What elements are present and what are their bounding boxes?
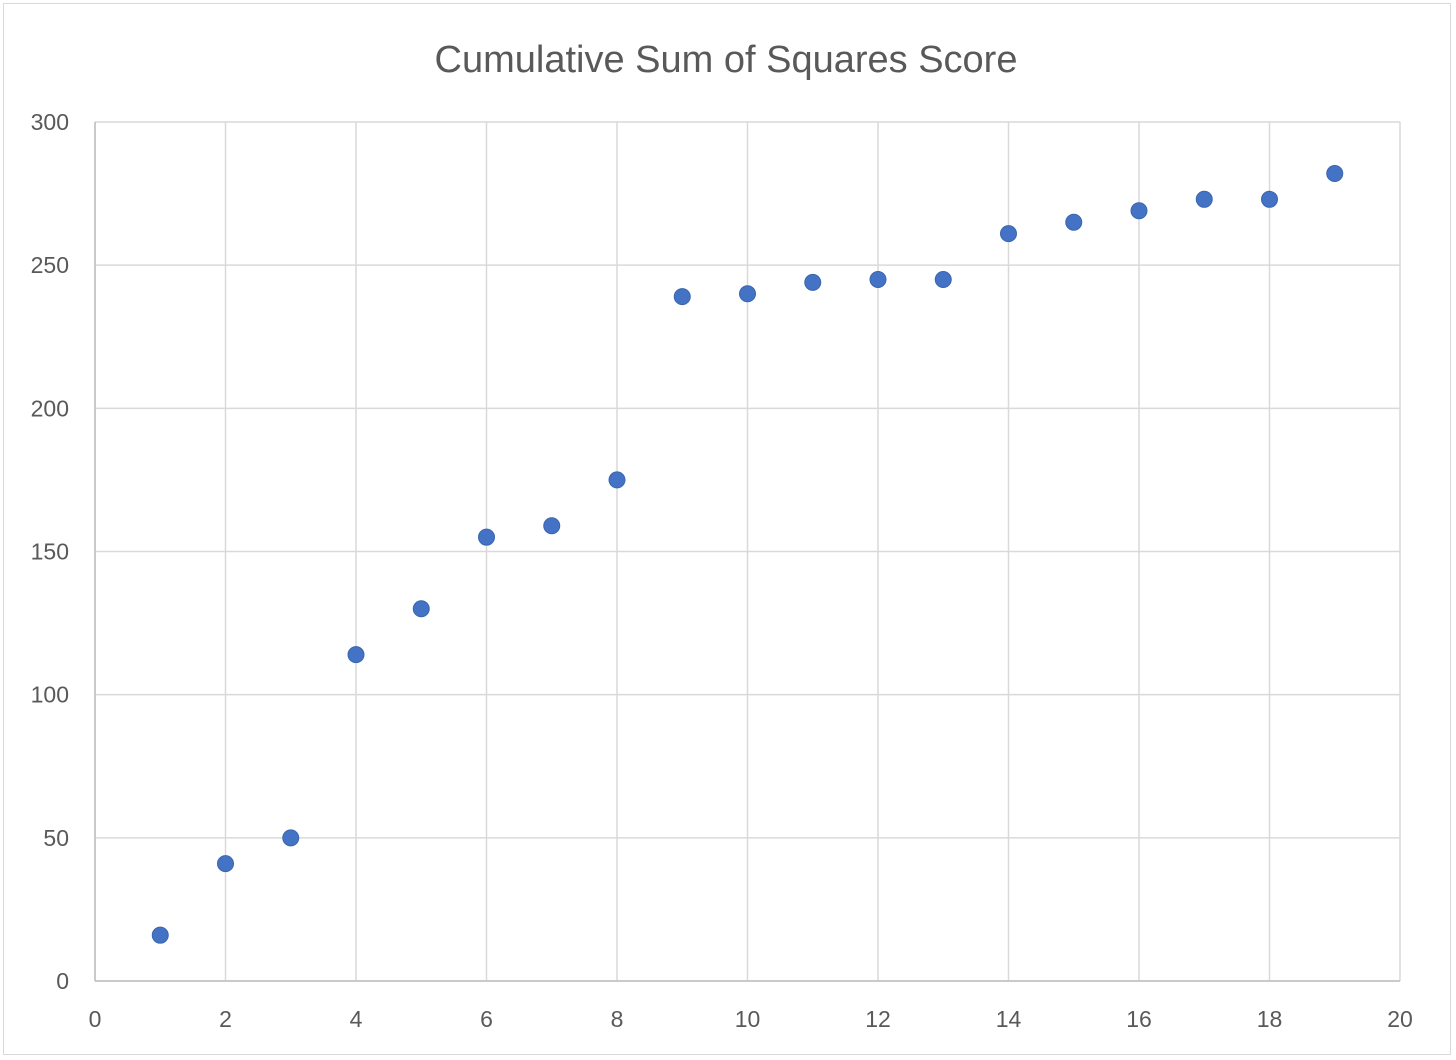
x-tick-label: 20 (1387, 1006, 1413, 1032)
data-point (1000, 225, 1017, 243)
data-point (1195, 190, 1213, 208)
y-tick-label: 300 (31, 109, 69, 135)
x-tick-label: 2 (219, 1006, 232, 1032)
data-point (543, 517, 561, 535)
y-tick-label: 250 (31, 252, 69, 278)
x-tick-label: 6 (480, 1006, 493, 1032)
data-point (412, 600, 430, 618)
x-tick-label: 12 (865, 1006, 891, 1032)
x-tick-label: 16 (1126, 1006, 1152, 1032)
data-point (1261, 190, 1278, 208)
data-point (739, 285, 756, 303)
x-axis-tick-labels: 0 2 4 6 8 10 12 14 16 18 20 (89, 1006, 1413, 1032)
axes (94, 122, 1400, 982)
data-point (869, 270, 887, 288)
x-tick-label: 14 (996, 1006, 1022, 1032)
gridlines (94, 121, 1401, 982)
chart-frame: Cumulative Sum of Squares Score 0 50 100 15… (3, 3, 1451, 1055)
y-tick-label: 100 (31, 682, 69, 708)
y-tick-label: 0 (56, 968, 69, 994)
data-point (673, 288, 691, 306)
data-point (347, 646, 365, 664)
data-point (1130, 202, 1148, 220)
scatter-chart: Cumulative Sum of Squares Score 05010015… (31, 39, 1413, 1032)
data-point (608, 471, 626, 489)
data-point (934, 270, 952, 288)
y-axis-tick-labels: 0 50 100 150 200 250 300 (31, 109, 69, 994)
x-tick-label: 18 (1257, 1006, 1283, 1032)
y-tick-label: 150 (31, 539, 69, 565)
x-tick-label: 4 (350, 1006, 363, 1032)
x-tick-label: 0 (89, 1006, 102, 1032)
data-point (282, 829, 300, 847)
data-point (1065, 213, 1083, 231)
chart-title: Cumulative Sum of Squares Score (435, 39, 1018, 81)
x-tick-label: 8 (611, 1006, 624, 1032)
y-tick-label: 50 (43, 825, 69, 851)
y-tick-label: 200 (31, 395, 69, 421)
data-point (804, 273, 822, 291)
data-point (1326, 165, 1344, 183)
data-points (151, 165, 1344, 944)
data-point (478, 528, 495, 546)
data-point (217, 855, 234, 873)
data-point (151, 926, 169, 944)
x-tick-label: 10 (735, 1006, 761, 1032)
